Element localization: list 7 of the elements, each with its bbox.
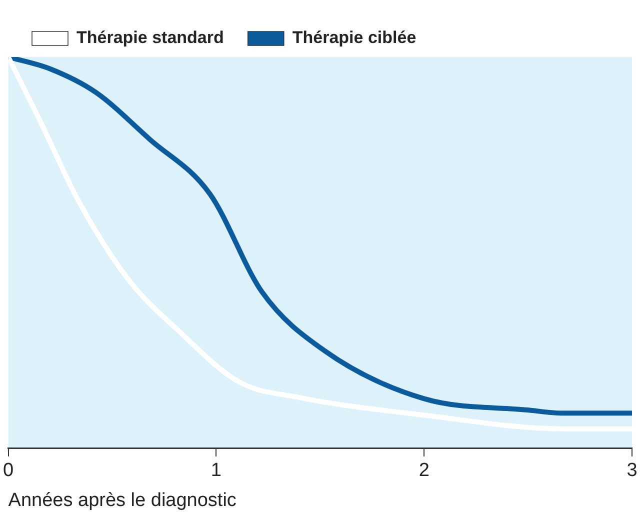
legend-label: Thérapie standard bbox=[76, 28, 224, 48]
x-axis-title: Années après le diagnostic bbox=[8, 490, 236, 511]
x-tick-label: 1 bbox=[210, 460, 222, 482]
x-tick-label: 0 bbox=[2, 460, 14, 482]
legend-label: Thérapie ciblée bbox=[292, 28, 416, 48]
x-tick-label: 3 bbox=[626, 460, 638, 482]
x-tick-label: 2 bbox=[418, 460, 430, 482]
